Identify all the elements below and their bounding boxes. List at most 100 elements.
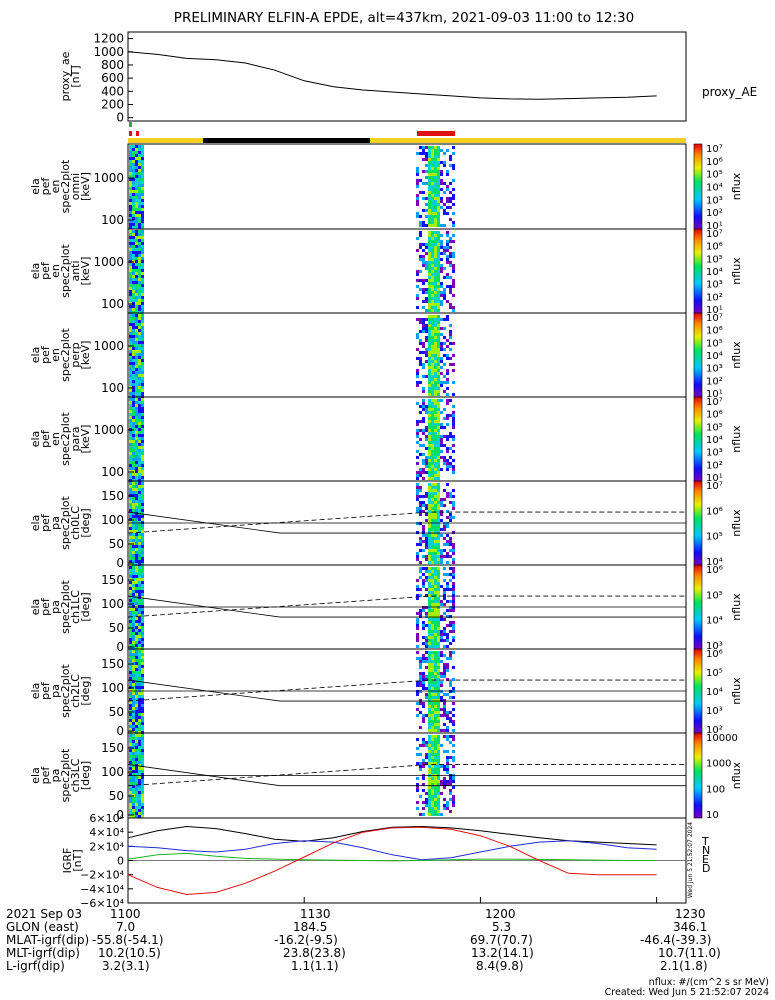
spectrogram-cell (440, 639, 443, 642)
spectrogram-cell (428, 687, 431, 690)
spectrogram-cell (437, 555, 440, 558)
spectrogram-cell (132, 698, 135, 701)
spectrogram-cell (132, 353, 135, 356)
spectrogram-cell (437, 585, 440, 588)
spectrogram-cell (129, 551, 132, 554)
spectrogram-cell (138, 755, 141, 758)
spectrogram-cell (132, 350, 135, 353)
spectrogram-cell (437, 309, 440, 312)
spectrogram-cell (437, 351, 440, 354)
spectrogram-cell (422, 318, 425, 321)
spectrogram-cell (138, 293, 141, 296)
spectrogram-cell (452, 798, 455, 801)
spectrogram-cell (141, 554, 144, 557)
spectrogram-frame (127, 312, 687, 398)
spectrogram-cell (449, 261, 452, 264)
spectrogram-cell (434, 756, 437, 759)
spectrogram-cell (434, 405, 437, 408)
spectrogram-cell (129, 653, 132, 656)
spectrogram-cell (132, 788, 135, 791)
spectrogram-cell (135, 509, 138, 512)
spectrogram-cell (422, 243, 425, 246)
spectrogram-cell (141, 437, 144, 440)
spectrogram-cell (135, 157, 138, 160)
spectrogram-cell (129, 347, 132, 350)
spectrogram-cell (443, 579, 446, 582)
spectrogram-cell (428, 711, 431, 714)
spectrogram-cell (425, 309, 428, 312)
y-axis-label: pef (39, 429, 52, 448)
spectrogram-cell (440, 438, 443, 441)
colorbar-tick-label: 10⁴ (706, 616, 723, 627)
spectrogram-cell (452, 450, 455, 453)
colorbar-label: nflux (730, 509, 743, 537)
spectrogram-cell (434, 768, 437, 771)
spectrogram-cell (437, 543, 440, 546)
spectrogram-cell (425, 465, 428, 468)
spectrogram-cell (138, 263, 141, 266)
loss-cone-line (127, 764, 686, 787)
spectrogram-cell (419, 486, 422, 489)
spectrogram-cell (425, 411, 428, 414)
spectrogram-cell (437, 188, 440, 191)
spectrogram-cell (138, 230, 141, 233)
spectrogram-cell (437, 558, 440, 561)
spectrogram-cell (434, 717, 437, 720)
spectrogram-cell (452, 639, 455, 642)
spectrogram-cell (129, 172, 132, 175)
spectrogram-cell (138, 722, 141, 725)
spectrogram-cell (425, 513, 428, 516)
spectrogram-cell (431, 273, 434, 276)
spectrogram-cell (428, 768, 431, 771)
spectrogram-cell (431, 543, 434, 546)
spectrogram-cell (440, 714, 443, 717)
spectrogram-cell (419, 411, 422, 414)
spectrogram-cell (141, 428, 144, 431)
spectrogram-cell (446, 657, 449, 660)
spectrogram-cell (428, 693, 431, 696)
spectrogram-cell (135, 623, 138, 626)
spectrogram-cell (132, 199, 135, 202)
spectrogram-cell (434, 546, 437, 549)
spectrogram-cell (141, 160, 144, 163)
spectrogram-cell (132, 659, 135, 662)
spectrogram-cell (135, 440, 138, 443)
spectrogram-cell (449, 414, 452, 417)
spectrogram-cell (428, 191, 431, 194)
spectrogram-cell (428, 155, 431, 158)
spectrogram-cell (437, 783, 440, 786)
spectrogram-cell (443, 164, 446, 167)
spectrogram-cell (132, 524, 135, 527)
spectrogram-cell (422, 366, 425, 369)
spectrogram-cell (431, 660, 434, 663)
spectrogram-cell (452, 465, 455, 468)
spectrogram-cell (132, 671, 135, 674)
spectrogram-cell (452, 435, 455, 438)
spectrogram-cell (135, 602, 138, 605)
spectrogram-cell (138, 614, 141, 617)
spectrogram-cell (129, 548, 132, 551)
spectrogram-cell (443, 765, 446, 768)
orbit-value: 1230 (675, 907, 706, 921)
spectrogram-cell (437, 744, 440, 747)
spectrogram-cell (422, 471, 425, 474)
spectrogram-cell (138, 497, 141, 500)
spectrogram-cell (419, 543, 422, 546)
spectrogram-cell (135, 530, 138, 533)
spectrogram-cell (431, 161, 434, 164)
spectrogram-cell (437, 215, 440, 218)
spectrogram-cell (129, 506, 132, 509)
y-tick-label: 100 (101, 765, 124, 779)
spectrogram-cell (437, 393, 440, 396)
spectrogram-cell (443, 212, 446, 215)
spectrogram-cell (138, 223, 141, 226)
spectrogram-cell (141, 551, 144, 554)
spectrogram-cell (452, 702, 455, 705)
spectrogram-cell (129, 202, 132, 205)
spectrogram-cell (129, 764, 132, 767)
spectrogram-cell (422, 636, 425, 639)
shadow-bar (203, 138, 370, 143)
spectrogram-cell (425, 657, 428, 660)
spectrogram-cell (129, 776, 132, 779)
spectrogram-cell (434, 390, 437, 393)
